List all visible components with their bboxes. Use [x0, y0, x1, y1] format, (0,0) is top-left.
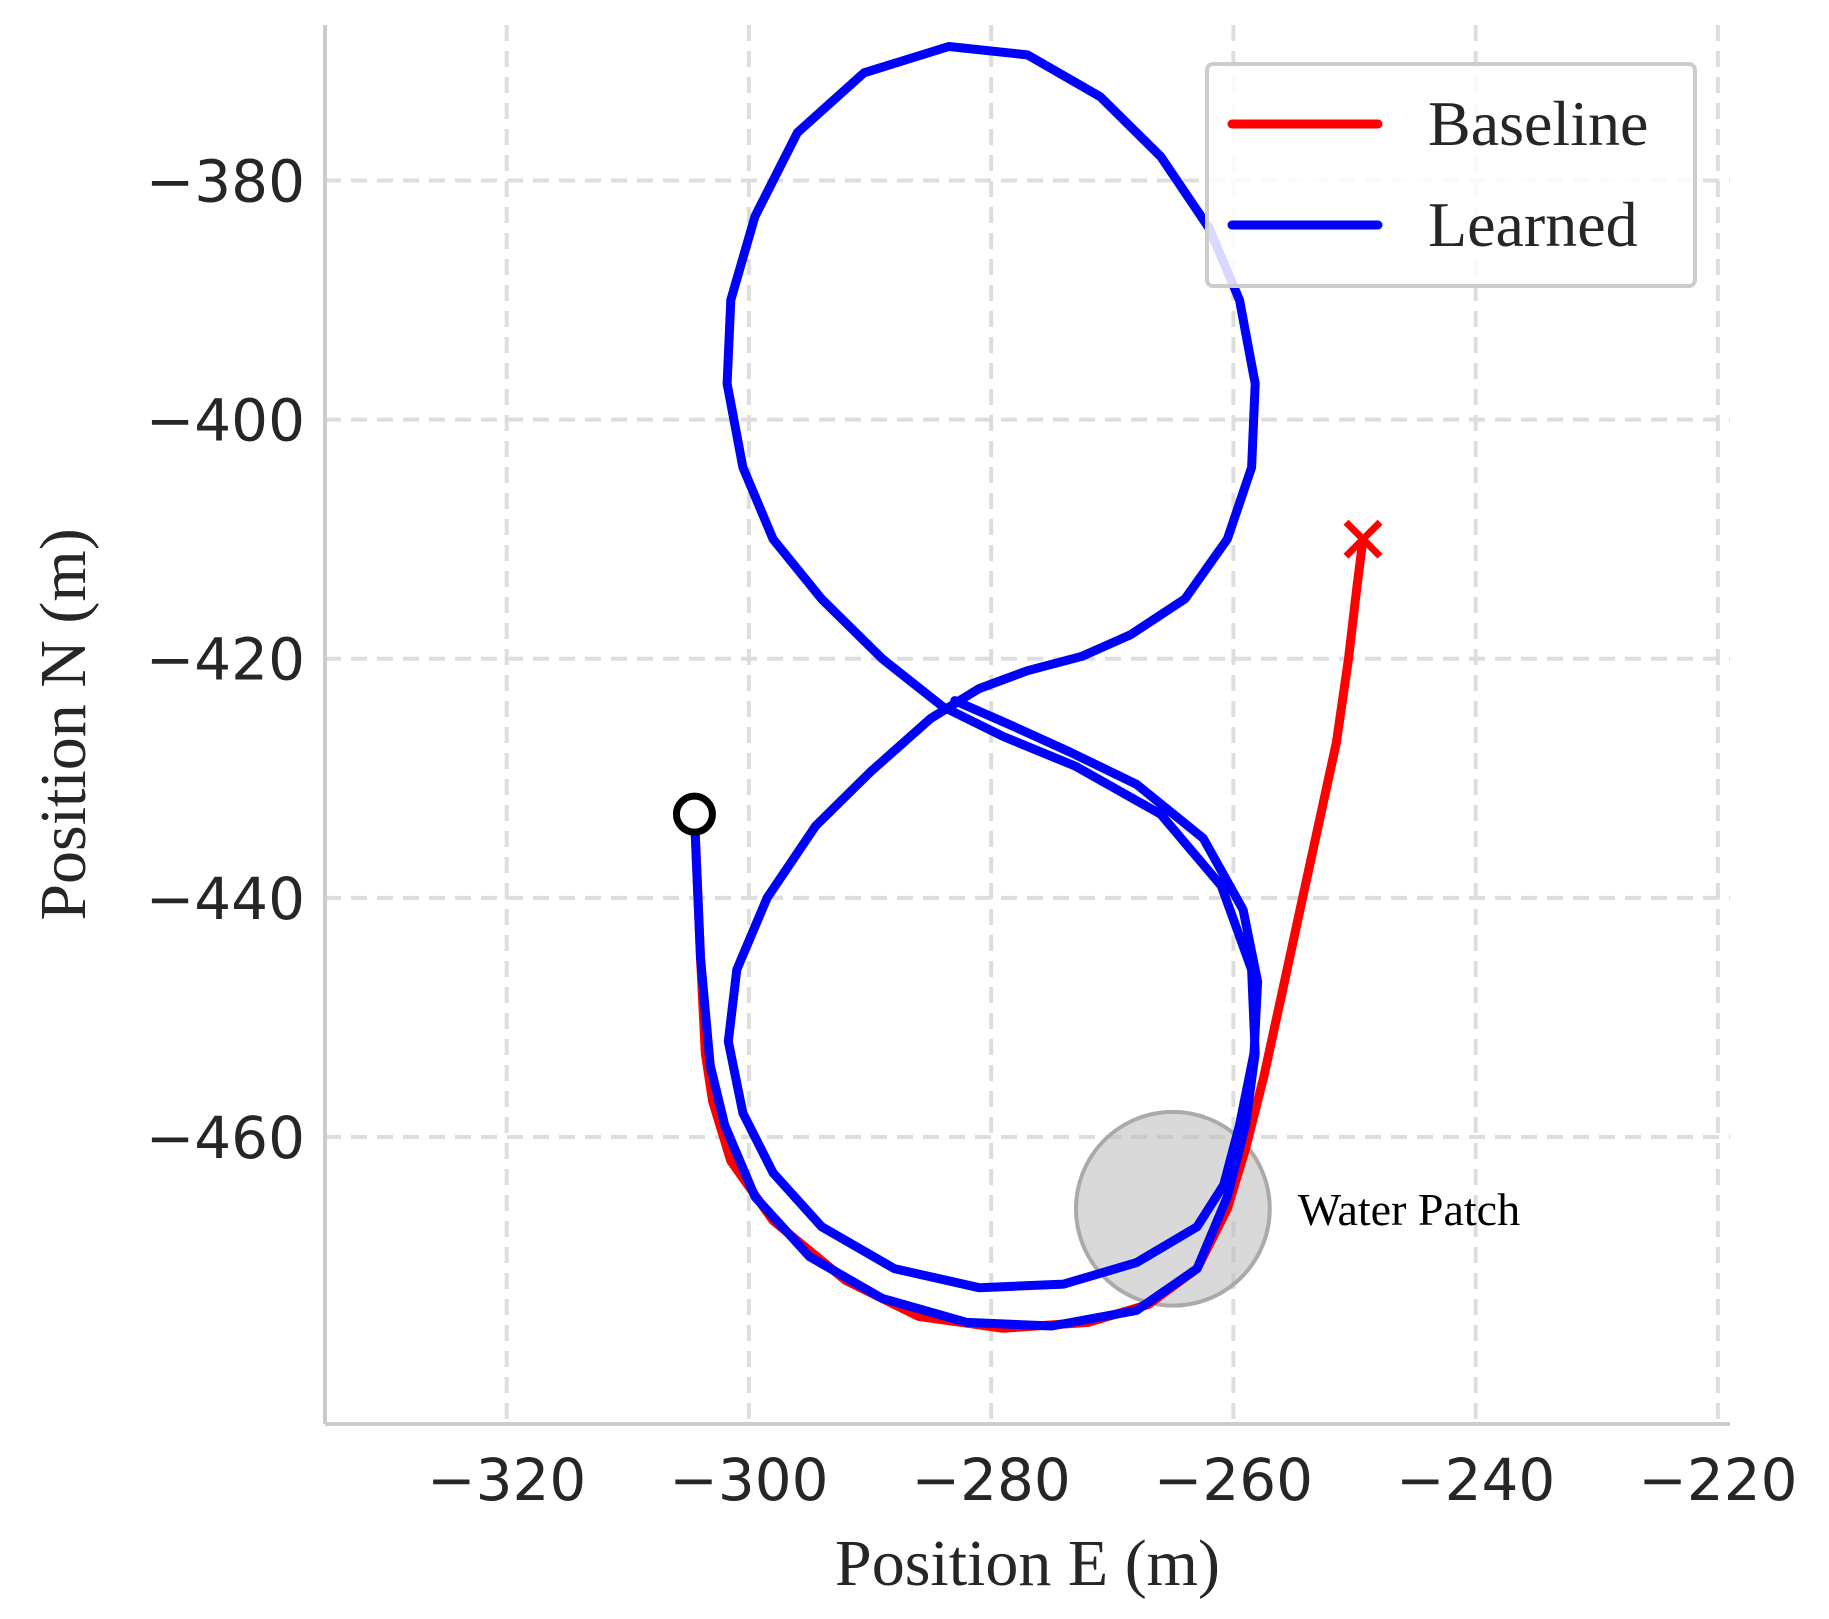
y-axis-label: Position N (m) [27, 528, 100, 920]
start-marker [672, 792, 716, 836]
legend-label-baseline: Baseline [1428, 88, 1648, 159]
end-marker-stroke-2 [1343, 519, 1383, 559]
legend: Baseline Learned [1205, 62, 1697, 288]
y-tick-label: −440 [146, 865, 305, 933]
y-tick-label: −460 [146, 1104, 305, 1172]
legend-label-learned: Learned [1428, 189, 1638, 260]
y-tick-label: −380 [146, 147, 305, 215]
x-tick-label: −260 [1154, 1446, 1313, 1514]
axes [323, 25, 1730, 1426]
y-tick-label: −420 [146, 626, 305, 694]
x-tick-label: −240 [1396, 1446, 1555, 1514]
x-tick-label: −320 [427, 1446, 586, 1514]
x-tick-label: −220 [1638, 1446, 1797, 1514]
markers [672, 519, 1383, 836]
water-patch-label: Water Patch [1298, 1184, 1520, 1235]
water-patch-circle [1073, 1109, 1272, 1308]
tick-labels: −320 −300 −280 −260 −240 −220 −380 −400 −420 −440… [146, 147, 1798, 1514]
water-patch-region: Water Patch [1073, 1109, 1520, 1308]
end-marker [1343, 519, 1383, 559]
x-tick-label: −280 [912, 1446, 1071, 1514]
y-tick-label: −400 [146, 387, 305, 455]
x-axis-label: Position E (m) [835, 1527, 1220, 1600]
x-tick-label: −300 [669, 1446, 828, 1514]
